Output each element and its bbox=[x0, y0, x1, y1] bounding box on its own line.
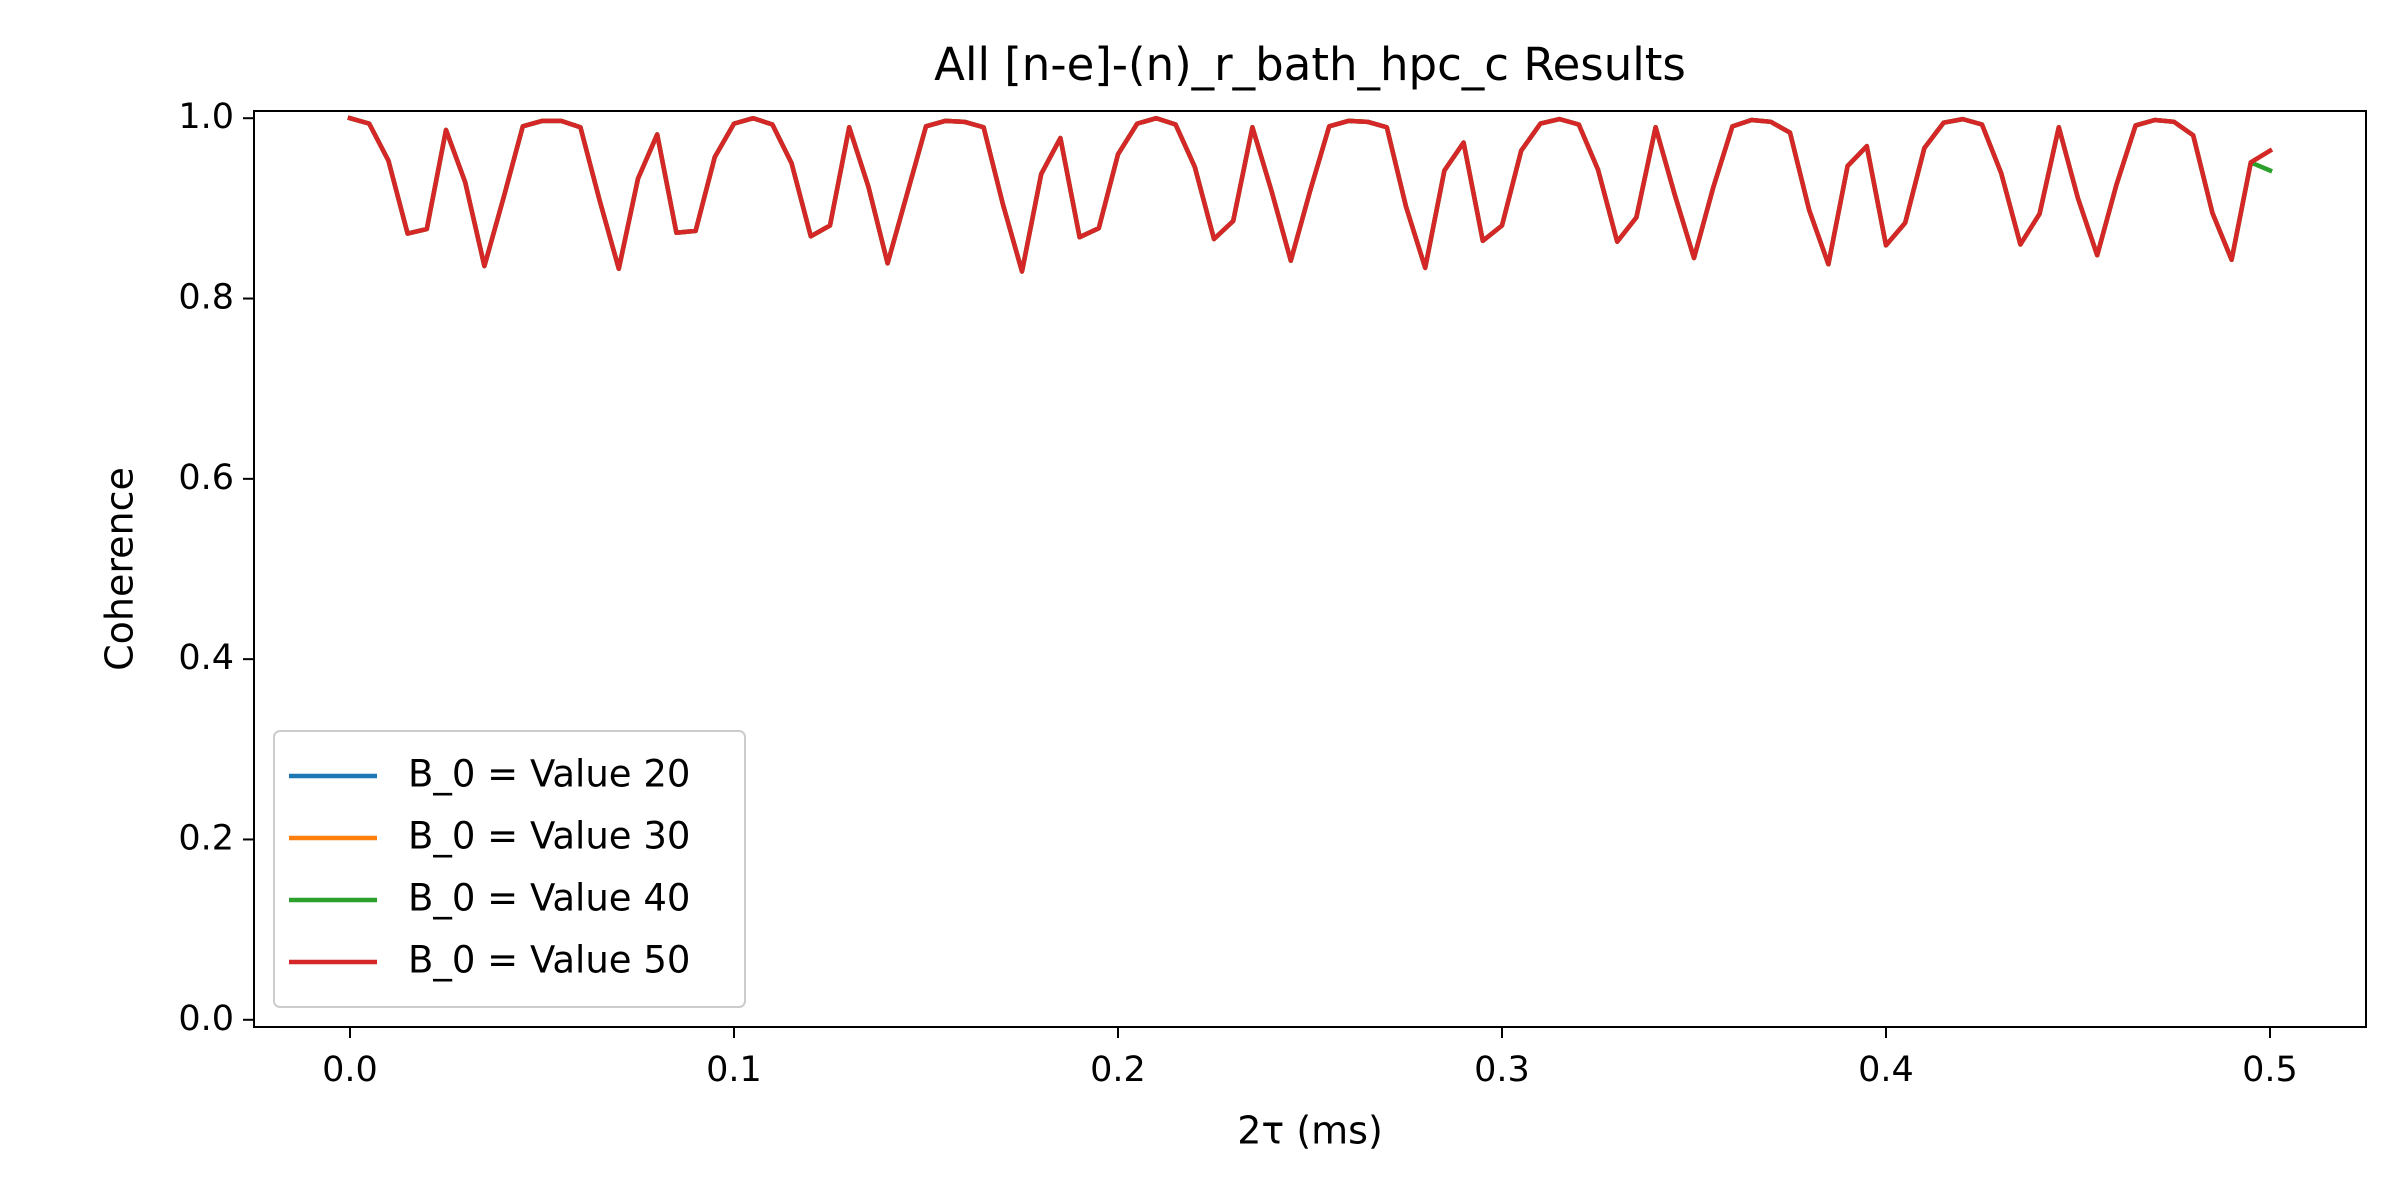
y-tick-label: 0.2 bbox=[178, 818, 234, 858]
chart-title: All [n-e]-(n)_r_bath_hpc_c Results bbox=[934, 38, 1686, 91]
y-tick-label: 0.6 bbox=[178, 458, 234, 498]
series-line bbox=[347, 115, 2274, 274]
plot-frame bbox=[253, 110, 2367, 1028]
legend-label: B_0 = Value 30 bbox=[408, 815, 690, 858]
y-axis-label: Coherence bbox=[98, 467, 142, 671]
y-tick-label: 0.4 bbox=[178, 638, 234, 678]
legend-box bbox=[273, 730, 746, 1008]
x-tick-label: 0.0 bbox=[322, 1050, 378, 1090]
x-axis-label: 2τ (ms) bbox=[1237, 1109, 1383, 1153]
y-tick-label: 0.8 bbox=[178, 278, 234, 318]
legend: B_0 = Value 20 B_0 = Value 30 B_0 = Value … bbox=[273, 730, 746, 1008]
x-tick-label: 0.3 bbox=[1474, 1050, 1530, 1090]
legend-label: B_0 = Value 20 bbox=[408, 753, 690, 796]
y-tick-label: 1.0 bbox=[178, 97, 234, 137]
x-tick-label: 0.5 bbox=[2242, 1050, 2298, 1090]
legend-label: B_0 = Value 40 bbox=[408, 877, 690, 920]
x-tick-label: 0.1 bbox=[706, 1050, 762, 1090]
x-tick-label: 0.4 bbox=[1858, 1050, 1914, 1090]
y-tick-label: 0.0 bbox=[178, 999, 234, 1039]
legend-label: B_0 = Value 50 bbox=[408, 939, 690, 982]
x-tick-label: 0.2 bbox=[1090, 1050, 1146, 1090]
